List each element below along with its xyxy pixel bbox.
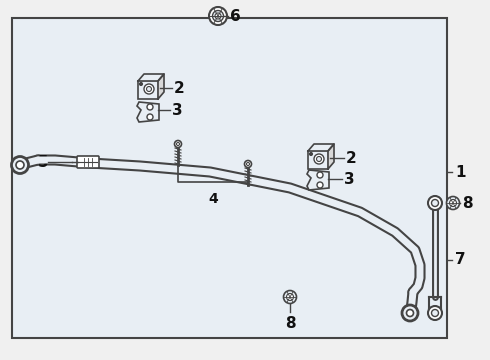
Circle shape <box>317 157 321 162</box>
Circle shape <box>176 143 179 145</box>
Text: 4: 4 <box>208 192 218 206</box>
Circle shape <box>213 10 223 22</box>
Bar <box>12 18 447 338</box>
Text: 7: 7 <box>455 252 466 267</box>
Text: 3: 3 <box>172 103 183 117</box>
Circle shape <box>402 305 418 321</box>
Circle shape <box>428 196 442 210</box>
Circle shape <box>11 157 28 174</box>
Circle shape <box>407 310 414 316</box>
Circle shape <box>287 293 294 301</box>
Circle shape <box>174 140 181 148</box>
Text: 3: 3 <box>344 171 355 186</box>
Circle shape <box>215 13 221 19</box>
Circle shape <box>432 199 439 207</box>
Polygon shape <box>137 102 159 122</box>
Circle shape <box>317 182 323 188</box>
Text: 8: 8 <box>462 195 473 211</box>
Circle shape <box>314 154 324 164</box>
Polygon shape <box>308 144 334 151</box>
Polygon shape <box>328 144 334 169</box>
Text: 8: 8 <box>285 316 295 331</box>
Circle shape <box>140 82 143 86</box>
Circle shape <box>209 7 227 25</box>
Circle shape <box>446 197 460 210</box>
Circle shape <box>432 310 439 316</box>
Text: 2: 2 <box>346 150 357 166</box>
Text: 6: 6 <box>230 9 241 23</box>
Text: 2: 2 <box>174 81 185 95</box>
Polygon shape <box>307 170 329 190</box>
Text: 5: 5 <box>38 154 49 170</box>
Circle shape <box>16 161 24 169</box>
Circle shape <box>246 162 249 166</box>
Circle shape <box>147 104 153 110</box>
Circle shape <box>284 291 296 303</box>
Bar <box>138 81 158 99</box>
Circle shape <box>147 86 151 91</box>
Circle shape <box>144 84 154 94</box>
Bar <box>308 151 328 169</box>
Polygon shape <box>138 74 164 81</box>
Text: 1: 1 <box>455 165 466 180</box>
Circle shape <box>317 172 323 178</box>
Circle shape <box>245 161 251 167</box>
Circle shape <box>428 306 442 320</box>
Circle shape <box>147 114 153 120</box>
Circle shape <box>449 199 457 207</box>
Polygon shape <box>158 74 164 99</box>
FancyBboxPatch shape <box>77 156 99 168</box>
Circle shape <box>310 153 313 156</box>
